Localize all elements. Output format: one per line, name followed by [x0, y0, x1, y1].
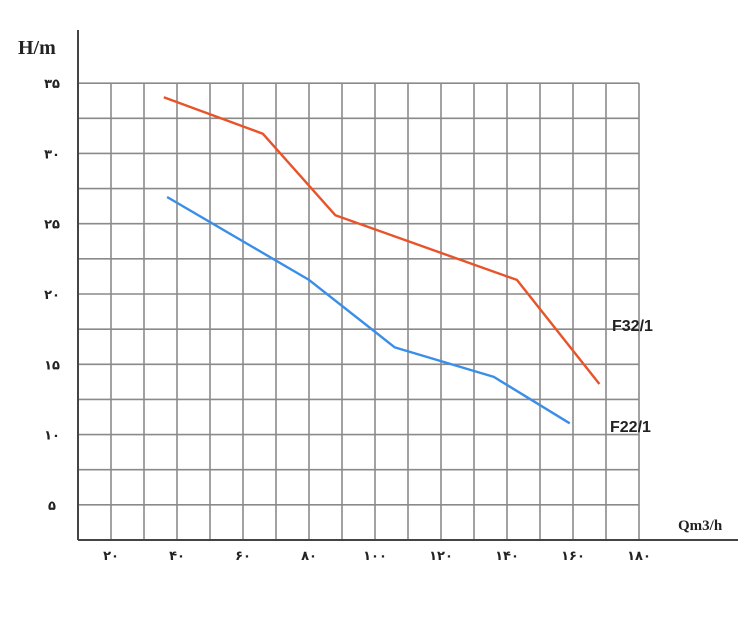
labels: ۵ ۱۰ ۱۵ ۲۰ ۲۵ ۳۰ ۳۵ ۲۰ ۴۰ ۶۰ ۸۰ ۱۰۰ ۱۲۰ ۱۴۰ ۱۶۰ ۱۸۰ H/m Q… [18, 37, 723, 564]
series-line-f32-1 [163, 96, 601, 385]
y-tick-label: ۳۵ [44, 77, 60, 92]
y-tick-label: ۲۵ [44, 218, 60, 233]
x-tick-label: ۸۰ [301, 549, 317, 564]
x-tick-label: ۱۲۰ [429, 549, 453, 564]
y-tick-label: ۱۰ [44, 429, 60, 444]
y-tick-label: ۳۰ [44, 147, 60, 162]
series-label: F32/1 [612, 318, 653, 335]
x-tick-label: ۱۶۰ [561, 549, 585, 564]
x-tick-label: ۲۰ [103, 549, 119, 564]
y-tick-label: ۱۵ [44, 358, 60, 373]
x-axis-label: Qm3/h [678, 518, 723, 534]
series-line-f22-1 [166, 195, 571, 425]
x-tick-label: ۱۴۰ [495, 549, 519, 564]
series-label: F22/1 [610, 419, 651, 436]
x-tick-label: ۱۰۰ [363, 549, 387, 564]
x-tick-label: ۶۰ [235, 549, 251, 564]
series-lines [163, 96, 601, 425]
grid [78, 82, 640, 540]
x-tick-label: ۴۰ [169, 549, 185, 564]
y-tick-label: ۲۰ [44, 288, 60, 303]
x-tick-label: ۱۸۰ [627, 549, 651, 564]
axes [77, 30, 738, 541]
y-tick-label: ۵ [48, 499, 56, 514]
y-axis-label: H/m [18, 37, 56, 59]
